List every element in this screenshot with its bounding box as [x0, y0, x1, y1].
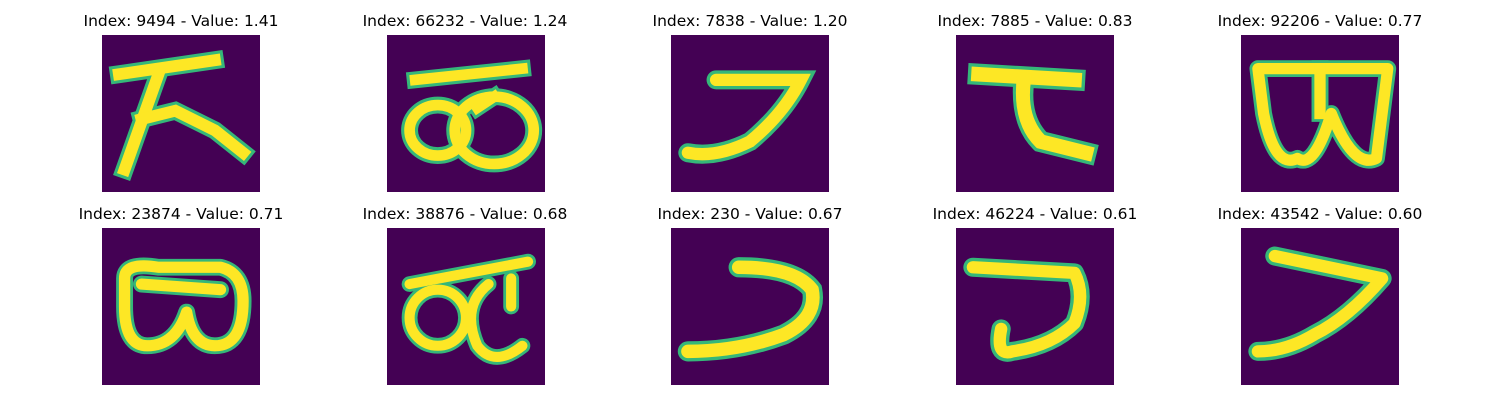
panel-title: Index: 23874 - Value: 0.71 — [61, 205, 301, 223]
panel-image-9 — [956, 228, 1114, 385]
panel-image-2 — [387, 35, 545, 192]
panel-title: Index: 230 - Value: 0.67 — [630, 205, 870, 223]
panel-title: Index: 43542 - Value: 0.60 — [1200, 205, 1440, 223]
panel-image-8 — [671, 228, 829, 385]
panel-title: Index: 7838 - Value: 1.20 — [630, 12, 870, 30]
panel-title: Index: 7885 - Value: 0.83 — [915, 12, 1155, 30]
panel-image-7 — [387, 228, 545, 385]
panel-image-4 — [956, 35, 1114, 192]
panel-title: Index: 46224 - Value: 0.61 — [915, 205, 1155, 223]
panel-image-6 — [102, 228, 260, 385]
panel-image-5 — [1241, 35, 1399, 192]
panel-image-10 — [1241, 228, 1399, 385]
panel-title: Index: 66232 - Value: 1.24 — [345, 12, 585, 30]
panel-title: Index: 9494 - Value: 1.41 — [61, 12, 301, 30]
panel-image-3 — [671, 35, 829, 192]
panel-title: Index: 92206 - Value: 0.77 — [1200, 12, 1440, 30]
panel-title: Index: 38876 - Value: 0.68 — [345, 205, 585, 223]
panel-image-1 — [102, 35, 260, 192]
